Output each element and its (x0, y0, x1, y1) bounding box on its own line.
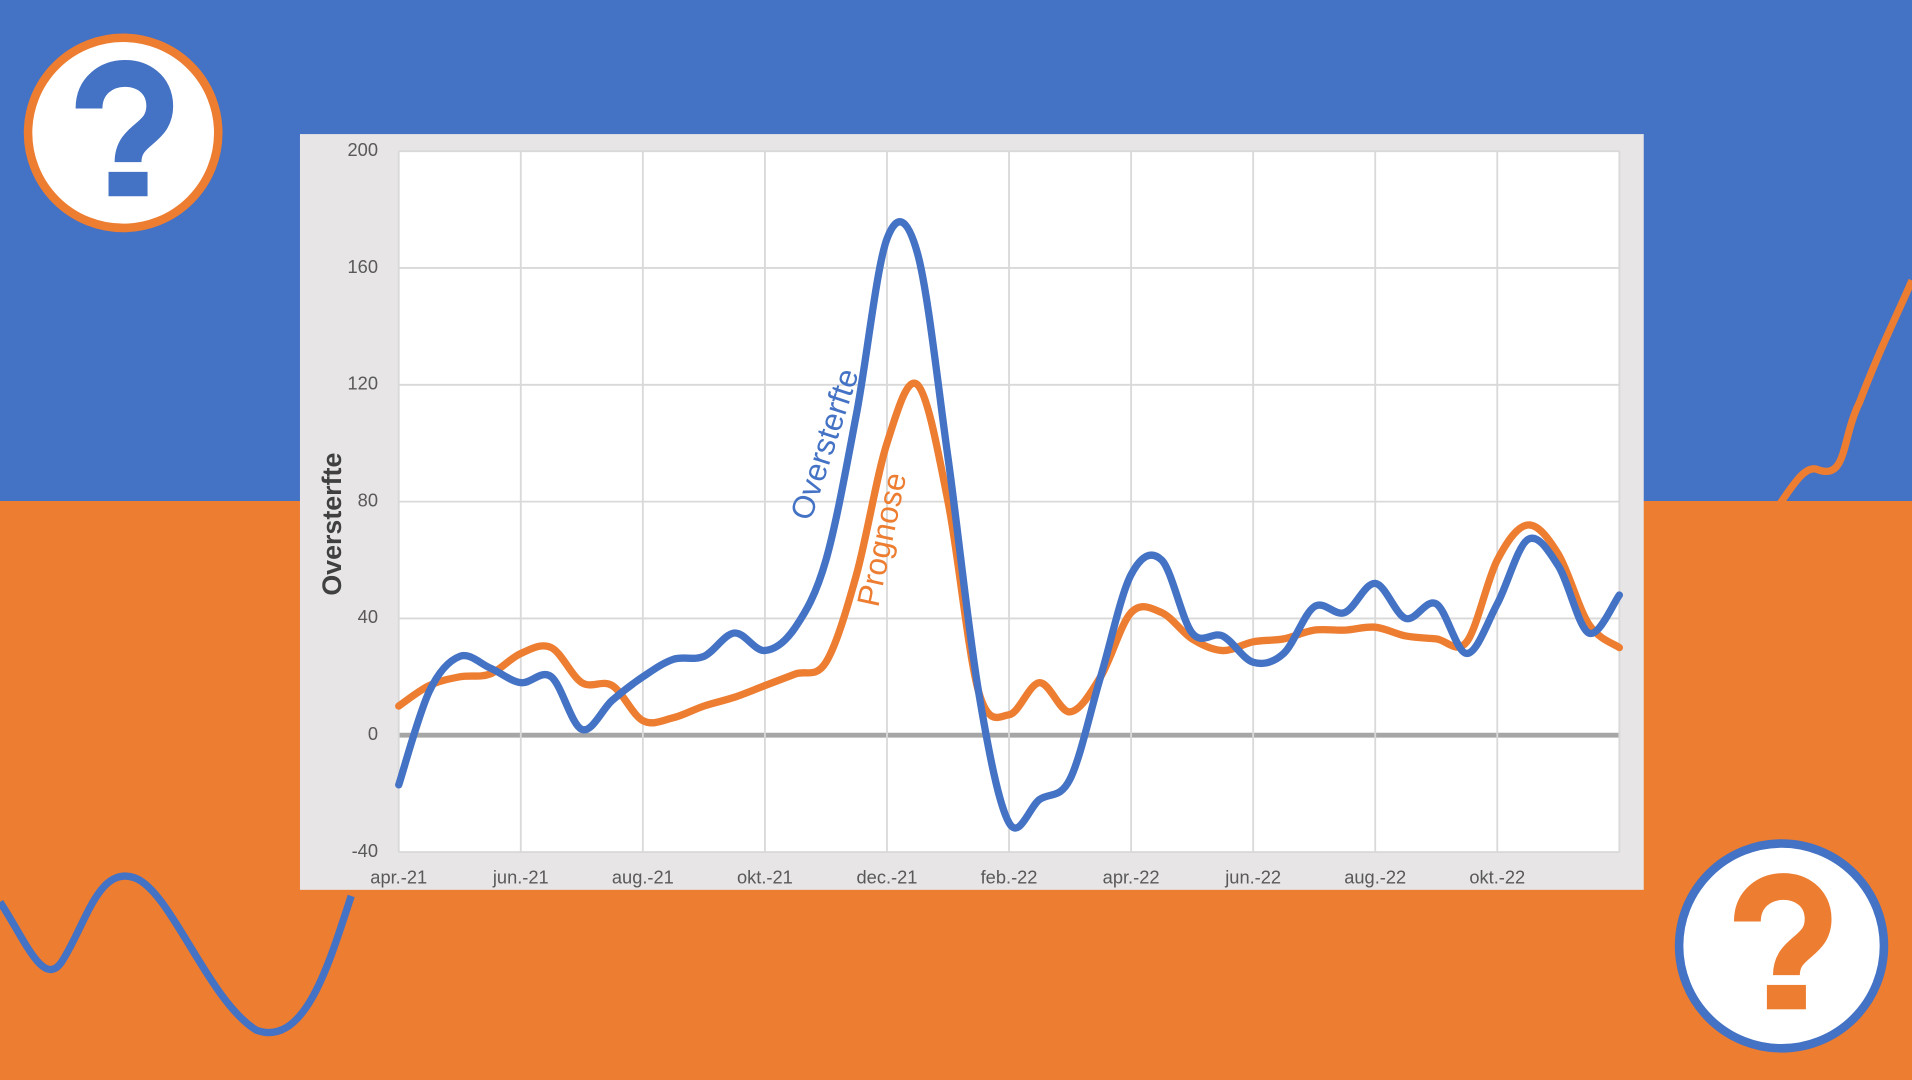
x-tick-label: jun.-22 (1224, 867, 1281, 888)
x-tick-label: okt.-22 (1469, 867, 1525, 888)
x-tick-label: feb.-22 (981, 867, 1038, 888)
y-tick-label: 160 (348, 256, 378, 277)
question-icon (1674, 839, 1889, 1053)
x-tick-label: aug.-22 (1344, 867, 1406, 888)
line-series (395, 218, 1624, 832)
x-tick-label: okt.-21 (737, 867, 793, 888)
y-tick-label: 200 (348, 139, 378, 160)
y-tick-label: -40 (352, 840, 378, 861)
decor-squiggle (1643, 278, 1912, 569)
y-tick-label: 0 (368, 723, 378, 744)
x-tick-label: aug.-21 (612, 867, 674, 888)
line-series (395, 379, 1624, 727)
x-tick-label: jun.-21 (492, 867, 549, 888)
y-tick-label: 40 (358, 606, 378, 627)
question-icon (23, 33, 223, 233)
x-tick-label: dec.-21 (857, 867, 918, 888)
y-axis-title: Oversterfte (317, 453, 347, 596)
decor-squiggle (0, 872, 355, 1036)
x-tick-label: apr.-22 (1103, 867, 1160, 888)
x-tick-label: apr.-21 (370, 867, 427, 888)
y-tick-label: 120 (348, 373, 378, 394)
y-tick-label: 80 (358, 489, 378, 510)
